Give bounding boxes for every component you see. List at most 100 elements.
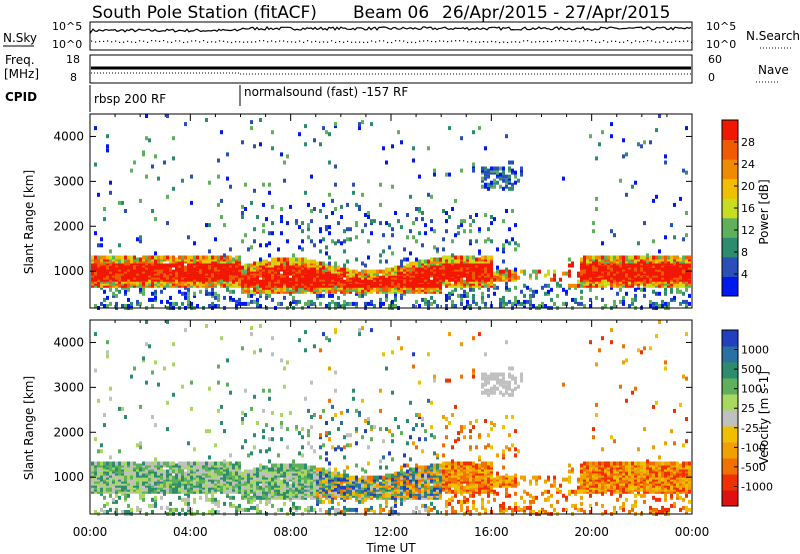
nsearch-point	[151, 40, 153, 42]
velocity-cell	[199, 489, 202, 494]
power-cell	[235, 304, 238, 308]
velocity-cell	[154, 481, 157, 486]
power-cell	[658, 249, 661, 254]
velocity-cell	[286, 427, 289, 432]
velocity-cell	[139, 463, 142, 468]
velocity-cell	[325, 457, 328, 462]
velocity-cell	[247, 477, 250, 482]
velocity-cell	[148, 489, 151, 494]
velocity-cell	[340, 481, 343, 486]
velocity-cell	[127, 471, 130, 476]
power-cell	[661, 271, 664, 276]
nsearch-point	[679, 40, 681, 43]
power-cell	[127, 265, 130, 270]
velocity-cell	[280, 481, 283, 486]
power-cell	[583, 275, 586, 280]
power-cell	[142, 287, 145, 292]
velocity-cell	[283, 471, 286, 476]
velocity-cell	[172, 489, 175, 494]
power-cell	[628, 255, 631, 260]
power-cell	[256, 304, 259, 308]
power-cell	[250, 263, 253, 268]
velocity-cell	[259, 324, 262, 328]
velocity-cell	[292, 463, 295, 468]
power-cell	[487, 168, 490, 173]
velocity-cell	[352, 507, 355, 512]
power-cell	[313, 138, 316, 143]
power-cell	[157, 283, 160, 288]
power-cell	[601, 279, 604, 284]
velocity-cell	[325, 469, 328, 474]
velocity-cell	[127, 510, 130, 514]
velocity-cell	[268, 447, 271, 452]
velocity-cell	[286, 477, 289, 482]
power-cell	[289, 277, 292, 282]
power-cell	[307, 263, 310, 268]
velocity-cell	[127, 493, 130, 498]
power-cell	[268, 253, 271, 258]
power-cell	[496, 247, 499, 252]
nsearch-point	[199, 41, 201, 43]
power-cell	[109, 275, 112, 280]
power-cell	[376, 287, 379, 292]
power-cell	[478, 283, 481, 288]
power-cell	[493, 168, 496, 173]
power-cell	[550, 297, 553, 302]
power-cell	[268, 182, 271, 187]
power-cell	[664, 287, 667, 292]
power-cell	[634, 255, 637, 260]
power-cell	[127, 283, 130, 288]
nsearch-point	[111, 41, 113, 43]
power-cell	[337, 283, 340, 288]
power-cell	[391, 299, 394, 304]
power-cell	[118, 289, 121, 294]
power-cell	[685, 287, 688, 292]
velocity-cell	[307, 471, 310, 476]
power-cell	[328, 283, 331, 288]
velocity-cell	[106, 481, 109, 486]
power-cell	[355, 202, 358, 207]
power-cell	[247, 275, 250, 280]
velocity-cell	[115, 461, 118, 466]
power-cell	[421, 259, 424, 264]
power-cell	[664, 154, 667, 159]
power-cell	[400, 265, 403, 270]
power-cell	[493, 217, 496, 222]
velocity-cell	[328, 431, 331, 436]
power-cell	[469, 283, 472, 288]
velocity-cell	[214, 481, 217, 486]
power-cell	[613, 299, 616, 304]
power-cell	[610, 265, 613, 270]
nsearch-point	[579, 41, 581, 43]
velocity-cell	[262, 479, 265, 484]
power-cell	[313, 243, 316, 248]
velocity-cell	[301, 495, 304, 500]
power-cell	[133, 265, 136, 270]
power-cell	[457, 293, 460, 298]
power-cell	[457, 283, 460, 288]
power-cell	[412, 261, 415, 266]
velocity-cell	[238, 489, 241, 494]
power-cell	[679, 257, 682, 262]
nsearch-point	[263, 40, 265, 42]
power-cell	[628, 265, 631, 270]
power-cell	[124, 289, 127, 294]
power-cell	[340, 204, 343, 209]
velocity-cell	[124, 467, 127, 472]
power-cell	[268, 231, 271, 236]
power-cell	[493, 166, 496, 171]
power-cell	[241, 265, 244, 270]
power-cell	[178, 283, 181, 288]
nsearch-point	[671, 41, 673, 43]
velocity-cell	[223, 481, 226, 486]
velocity-cell	[346, 473, 349, 478]
velocity-cell	[181, 481, 184, 486]
velocity-cell	[232, 477, 235, 482]
power-cell	[310, 275, 313, 280]
power-cell	[181, 281, 184, 286]
power-cell	[604, 279, 607, 284]
velocity-cell	[157, 471, 160, 476]
velocity-cell	[226, 481, 229, 486]
power-cell	[328, 255, 331, 260]
velocity-cell	[271, 463, 274, 468]
